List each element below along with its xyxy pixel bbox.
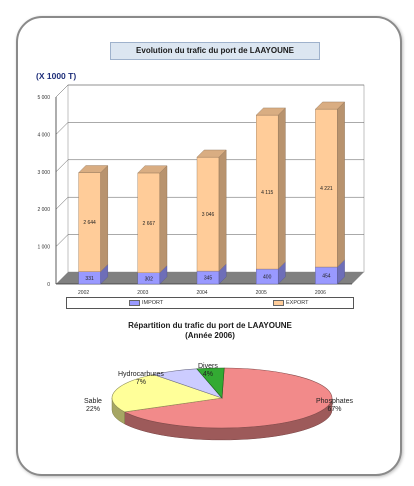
data-label-export-2004: 3 046	[202, 212, 215, 218]
x-tick-label-2004: 2004	[196, 290, 207, 296]
data-label-import-2003: 302	[145, 276, 154, 282]
x-tick-label-2002: 2002	[78, 290, 89, 296]
x-tick-label-2003: 2003	[137, 290, 148, 296]
bar-side	[100, 165, 109, 273]
pie-title-line-2: (Année 2006)	[185, 331, 235, 340]
pie-chart	[111, 367, 333, 441]
data-label-import-2005: 400	[263, 275, 272, 281]
pie-label-phosphates-name: Phosphates	[316, 398, 353, 405]
bar-group-2003	[137, 165, 168, 285]
bar-side	[278, 107, 286, 270]
bar-top	[314, 101, 346, 110]
gridline-side	[55, 84, 69, 98]
bar-side	[159, 165, 168, 274]
data-label-import-2004: 345	[204, 276, 213, 282]
pie-slice-phosphates	[123, 367, 333, 429]
bar-group-2005	[255, 107, 286, 285]
pie-slice-sable	[111, 374, 223, 413]
bar-top	[196, 149, 227, 158]
y-tick-label: 3 000	[37, 170, 50, 176]
legend-import: IMPORT	[129, 298, 163, 308]
data-label-export-2005: 4 115	[261, 190, 273, 196]
x-tick-label-2005: 2005	[256, 290, 267, 296]
pie-title-line-1: Répartition du trafic du port de LAAYOUN…	[128, 321, 292, 330]
y-tick-label: 0	[47, 282, 50, 288]
pie-label-divers: Divers 4%	[198, 363, 218, 379]
legend-export: EXPORT	[273, 298, 309, 308]
x-tick-label-2006: 2006	[315, 290, 326, 296]
bar-top	[137, 165, 168, 174]
bar-chart: 0 1 000 2 000 3 000 4 000 5 000 331 2 644 2002 30…	[37, 84, 365, 296]
y-tick-label: 5 000	[37, 95, 50, 101]
data-label-export-2002: 2 644	[83, 220, 96, 226]
legend-import-swatch	[129, 300, 140, 306]
pie-label-divers-value: 4%	[202, 371, 213, 378]
pie-label-sable-name: Sable	[84, 398, 102, 405]
gridline-side	[55, 159, 69, 172]
y-tick-label: 4 000	[37, 132, 50, 138]
pie-label-hydrocarbures-name: Hydrocarbures	[118, 371, 164, 378]
bar-top	[255, 107, 286, 116]
gridline-side	[55, 234, 69, 247]
data-label-export-2003: 2 667	[143, 221, 156, 227]
bar-legend: IMPORT EXPORT	[66, 297, 354, 309]
legend-import-label: IMPORT	[142, 300, 164, 306]
pie-label-divers-name: Divers	[198, 363, 218, 370]
pie-slice-divers	[196, 367, 225, 399]
data-label-import-2006: 454	[322, 274, 331, 280]
bar-group-2004	[196, 149, 227, 285]
legend-export-swatch	[273, 300, 284, 306]
bar-group-2006	[314, 101, 346, 285]
unit-label: (X 1000 T)	[36, 71, 77, 81]
bar-side	[218, 149, 227, 272]
pie-label-phosphates-value: 67%	[327, 406, 342, 413]
pie-label-sable-value: 22%	[85, 406, 100, 413]
pie-label-hydrocarbures: Hydrocarbures 7%	[118, 371, 164, 387]
data-label-export-2006: 4 221	[320, 186, 333, 192]
gridline-side	[55, 122, 69, 135]
bar-side	[337, 101, 345, 268]
bar-group-2002	[78, 165, 109, 285]
gridline-side	[55, 197, 69, 210]
data-label-import-2002: 331	[85, 276, 94, 282]
pie-chart-title: Répartition du trafic du port de LAAYOUN…	[100, 321, 320, 341]
y-tick-label: 1 000	[37, 245, 50, 251]
pie-label-sable: Sable 22%	[84, 398, 102, 414]
bar-top	[78, 165, 109, 173]
legend-export-label: EXPORT	[286, 300, 309, 306]
pie-label-hydrocarbures-value: 7%	[135, 379, 147, 386]
bar-chart-title: Evolution du trafic du port de LAAYOUNE	[110, 42, 320, 60]
pie-label-phosphates: Phosphates 67%	[316, 398, 353, 414]
y-tick-label: 2 000	[37, 207, 50, 213]
